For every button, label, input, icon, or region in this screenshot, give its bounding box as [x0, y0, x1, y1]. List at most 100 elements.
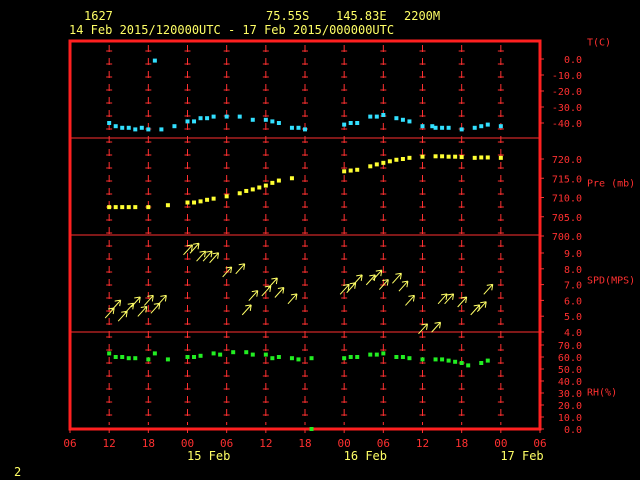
- y-tick-label: -30.0: [552, 103, 582, 114]
- rh-point: [231, 350, 236, 355]
- temp-point: [198, 116, 203, 121]
- y-tick-label: 20.0: [558, 401, 582, 412]
- temp-point: [263, 117, 268, 122]
- longitude: 145.83E: [336, 9, 387, 23]
- y-tick-label: 40.0: [558, 377, 582, 388]
- wind-arrow: [476, 301, 487, 313]
- pressure-point: [355, 167, 360, 172]
- pressure-point: [205, 197, 210, 202]
- rh-point: [342, 356, 347, 361]
- temp-point: [374, 114, 379, 119]
- rh-point: [263, 352, 268, 357]
- temp-point: [192, 119, 197, 124]
- rh-point: [211, 351, 216, 356]
- pressure-point: [479, 155, 484, 160]
- rh-point: [459, 361, 464, 365]
- temp-point: [113, 124, 118, 129]
- rh-point: [133, 356, 138, 361]
- rh-point: [485, 358, 490, 363]
- wind-arrow: [431, 321, 442, 333]
- temp-point: [107, 121, 112, 125]
- temp-point: [133, 127, 138, 132]
- wind-arrow: [483, 283, 494, 295]
- y-tick-label: 705.0: [552, 213, 582, 224]
- rh-point: [146, 357, 151, 362]
- pressure-point: [165, 203, 170, 208]
- x-tick-label: 06: [533, 437, 546, 450]
- temp-point: [276, 121, 281, 125]
- temp-point: [211, 114, 216, 119]
- temp-point: [250, 117, 255, 122]
- pressure-point: [107, 205, 112, 210]
- temp-point: [224, 114, 229, 119]
- y-tick-label: 6.0: [564, 296, 582, 307]
- pressure-point: [237, 191, 242, 196]
- pressure-point: [433, 154, 438, 159]
- wind-arrow: [418, 323, 428, 335]
- temp-point: [185, 119, 190, 124]
- temp-point: [205, 116, 210, 121]
- rh-point: [250, 352, 255, 357]
- x-tick-label: 12: [259, 437, 272, 450]
- wind-arrow: [222, 266, 233, 278]
- pressure-point: [407, 155, 412, 160]
- y-tick-label: 7.0: [564, 281, 582, 292]
- y-tick-label: 30.0: [558, 389, 582, 400]
- pressure-point: [244, 188, 249, 193]
- pressure-point: [198, 199, 203, 204]
- pressure-point: [342, 169, 347, 174]
- wind-arrow: [437, 293, 448, 305]
- wind-arrow: [287, 293, 298, 305]
- frame-number: 2: [14, 465, 22, 479]
- y-tick-label: 50.0: [558, 365, 582, 376]
- temp-point: [394, 116, 399, 121]
- pressure-point: [133, 205, 138, 210]
- y-tick-label: -20.0: [552, 87, 582, 98]
- x-tick-label: 18: [142, 437, 155, 450]
- temp-point: [440, 125, 445, 130]
- rh-point: [185, 355, 190, 359]
- wind-arrow: [267, 277, 278, 289]
- x-tick-label: 00: [338, 437, 351, 450]
- wind-arrow: [235, 263, 246, 275]
- rh-point: [479, 361, 484, 365]
- temp-point: [348, 121, 353, 125]
- rh-point: [381, 351, 386, 356]
- panel-ylabel: SPD(MPS): [587, 276, 635, 287]
- rh-point: [152, 351, 157, 356]
- rh-point: [433, 357, 438, 362]
- latitude: 75.55S: [266, 9, 310, 23]
- y-tick-label: 715.0: [552, 174, 582, 185]
- temp-point: [172, 124, 177, 129]
- x-tick-label: 00: [494, 437, 507, 450]
- temp-point: [159, 127, 164, 132]
- pressure-point: [113, 205, 118, 210]
- y-tick-label: 5.0: [564, 312, 582, 323]
- temp-point: [368, 114, 373, 119]
- pressure-point: [257, 185, 262, 190]
- rh-point: [440, 357, 445, 362]
- rh-point: [355, 355, 360, 359]
- temp-point: [289, 125, 294, 130]
- pressure-point: [472, 155, 477, 160]
- wind-arrow: [189, 242, 200, 254]
- wind-arrow: [372, 269, 383, 281]
- wind-arrow: [130, 296, 141, 308]
- x-tick-label: 06: [63, 437, 76, 450]
- temp-point: [237, 114, 242, 119]
- rh-point: [107, 351, 112, 356]
- pressure-point: [348, 168, 353, 173]
- pressure-point: [485, 155, 490, 160]
- pressure-point: [289, 176, 294, 181]
- x-tick-label: 00: [181, 437, 194, 450]
- rh-point: [270, 356, 275, 361]
- rh-point: [348, 355, 353, 359]
- wind-arrow: [398, 280, 409, 292]
- y-tick-label: 4.0: [564, 328, 582, 339]
- y-tick-label: 9.0: [564, 249, 582, 260]
- temp-point: [433, 125, 438, 130]
- temp-point: [430, 124, 435, 129]
- pressure-point: [374, 162, 379, 167]
- wind-arrow: [457, 296, 468, 308]
